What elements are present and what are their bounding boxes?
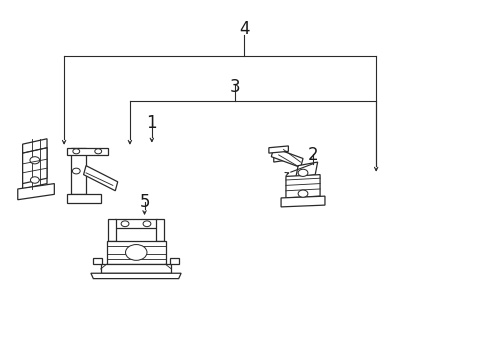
- Polygon shape: [93, 258, 102, 264]
- Text: 4: 4: [239, 21, 249, 39]
- Circle shape: [30, 157, 40, 164]
- Circle shape: [121, 221, 129, 226]
- Circle shape: [143, 221, 151, 226]
- Text: 2: 2: [307, 146, 317, 164]
- Circle shape: [298, 190, 307, 197]
- Circle shape: [30, 177, 39, 183]
- Polygon shape: [115, 220, 157, 228]
- Polygon shape: [108, 220, 116, 241]
- Polygon shape: [66, 194, 101, 203]
- Polygon shape: [268, 146, 288, 153]
- Polygon shape: [170, 258, 178, 264]
- Circle shape: [73, 149, 80, 154]
- Polygon shape: [156, 220, 163, 241]
- Polygon shape: [295, 162, 317, 178]
- Text: 3: 3: [229, 78, 240, 96]
- Polygon shape: [101, 264, 171, 273]
- Polygon shape: [271, 148, 303, 167]
- Text: 1: 1: [146, 114, 157, 132]
- Polygon shape: [18, 184, 54, 200]
- Circle shape: [72, 168, 80, 174]
- Polygon shape: [91, 273, 181, 279]
- Polygon shape: [71, 148, 86, 194]
- Polygon shape: [273, 148, 285, 162]
- Polygon shape: [83, 166, 118, 191]
- Polygon shape: [22, 139, 47, 189]
- Polygon shape: [106, 241, 165, 264]
- Polygon shape: [285, 175, 320, 198]
- Polygon shape: [66, 148, 108, 155]
- Circle shape: [298, 169, 307, 176]
- Circle shape: [125, 244, 147, 260]
- Circle shape: [95, 149, 102, 154]
- Polygon shape: [281, 196, 325, 207]
- Text: 5: 5: [139, 193, 149, 211]
- Polygon shape: [22, 148, 47, 184]
